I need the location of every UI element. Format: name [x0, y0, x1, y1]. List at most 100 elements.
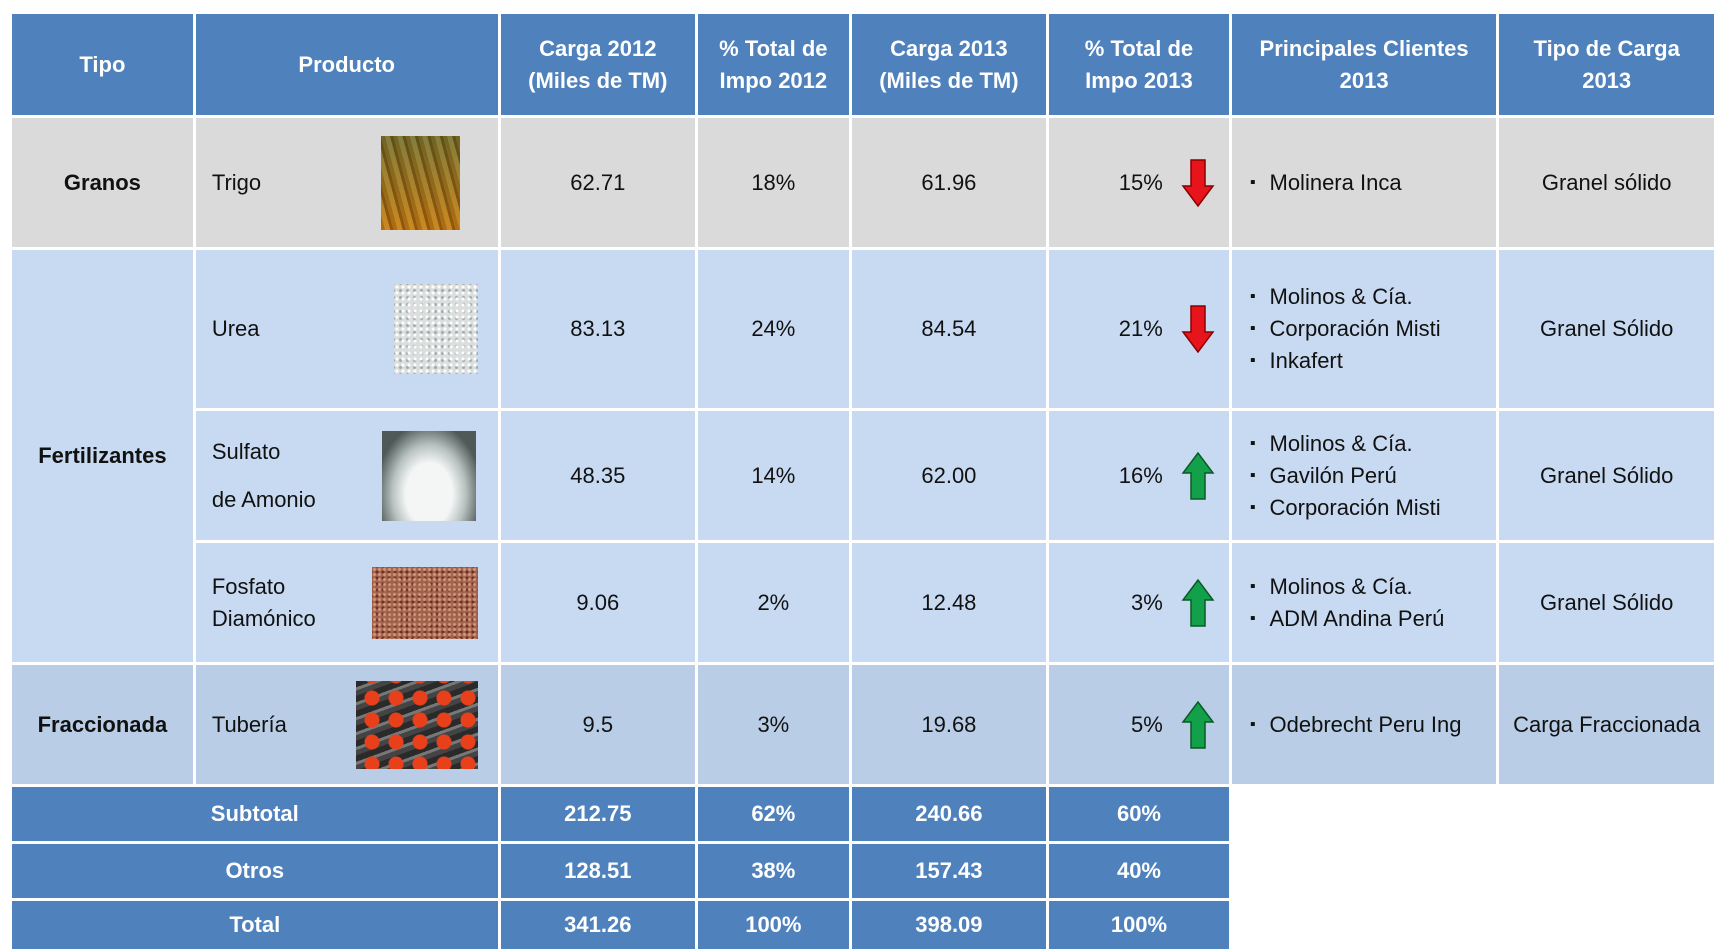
header-text: Principales Clientes	[1240, 33, 1489, 65]
total-pct-2013: 60%	[1048, 786, 1231, 843]
header-text: Carga 2012	[509, 33, 687, 65]
header: Carga 2012(Miles de TM)	[499, 13, 696, 117]
import-table: Tipo Producto Carga 2012(Miles de TM) % …	[9, 11, 1717, 952]
row: Fertilizantes Urea 83.13 24% 84.54 21% M…	[11, 249, 1716, 410]
carga-2013: 12.48	[850, 542, 1047, 664]
header: Tipo	[11, 13, 195, 117]
product: de Amonio	[212, 476, 316, 524]
carga-2012: 62.71	[499, 117, 696, 249]
product: Tubería	[212, 709, 287, 741]
carga-2013: 84.54	[850, 249, 1047, 410]
product-cell: Urea	[194, 249, 499, 410]
total-carga-2013: 240.66	[850, 786, 1047, 843]
header: Producto	[194, 13, 499, 117]
header-text: % Total de	[1057, 33, 1221, 65]
pct-2013: 21%	[1119, 316, 1163, 342]
total-carga-2012: 212.75	[499, 786, 696, 843]
carga-2012: 48.35	[499, 410, 696, 542]
clients: Molinos & Cía.Gavilón PerúCorporación Mi…	[1230, 410, 1498, 542]
total-label: Total	[11, 900, 500, 951]
page: Tipo Producto Carga 2012(Miles de TM) % …	[0, 0, 1717, 949]
client: Molinos & Cía.	[1250, 281, 1489, 313]
blank	[1230, 900, 1715, 951]
clients: Odebrecht Peru Ing	[1230, 664, 1498, 786]
product: Sulfato	[212, 428, 316, 476]
client: Corporación Misti	[1250, 492, 1489, 524]
header-row: Tipo Producto Carga 2012(Miles de TM) % …	[11, 13, 1716, 117]
product-image	[356, 681, 478, 769]
pct-2013-cell: 16%	[1048, 410, 1231, 542]
up-arrow	[1181, 451, 1215, 501]
total-row: Subtotal 212.75 62% 240.66 60%	[11, 786, 1716, 843]
header-text: (Miles de TM)	[509, 65, 687, 97]
client: Molinos & Cía.	[1250, 571, 1489, 603]
total-label: Subtotal	[11, 786, 500, 843]
client: ADM Andina Perú	[1250, 603, 1489, 635]
clients: Molinos & Cía.ADM Andina Perú	[1230, 542, 1498, 664]
pct-2013: 5%	[1131, 712, 1163, 738]
tipo-carga: Granel Sólido	[1498, 410, 1716, 542]
product-cell: Tubería	[194, 664, 499, 786]
carga-2013: 61.96	[850, 117, 1047, 249]
up-arrow	[1181, 578, 1215, 628]
product-cell: Trigo	[194, 117, 499, 249]
header-text: Tipo de Carga	[1507, 33, 1706, 65]
carga-2012: 9.5	[499, 664, 696, 786]
tipo-carga: Granel Sólido	[1498, 542, 1716, 664]
total-pct-2012: 100%	[697, 900, 851, 951]
client: Odebrecht Peru Ing	[1250, 709, 1489, 741]
product-image	[381, 136, 460, 230]
row: Granos Trigo 62.71 18% 61.96 15% Moliner…	[11, 117, 1716, 249]
pct-2013: 15%	[1119, 170, 1163, 196]
tipo-carga: Granel Sólido	[1498, 249, 1716, 410]
pct-2012: 24%	[697, 249, 851, 410]
header-text: Impo 2012	[706, 65, 841, 97]
total-pct-2013: 40%	[1048, 843, 1231, 900]
total-pct-2012: 38%	[697, 843, 851, 900]
total-carga-2012: 341.26	[499, 900, 696, 951]
pct-2013-cell: 3%	[1048, 542, 1231, 664]
total-row: Otros 128.51 38% 157.43 40%	[11, 843, 1716, 900]
blank	[1230, 786, 1715, 843]
pct-2012: 2%	[697, 542, 851, 664]
product-image	[372, 567, 478, 639]
total-carga-2012: 128.51	[499, 843, 696, 900]
pct-2012: 3%	[697, 664, 851, 786]
product-image	[394, 284, 478, 374]
blank	[1230, 843, 1715, 900]
client: Corporación Misti	[1250, 313, 1489, 345]
down-arrow	[1181, 158, 1215, 208]
pct-2012: 14%	[697, 410, 851, 542]
total-carga-2013: 157.43	[850, 843, 1047, 900]
pct-2012: 18%	[697, 117, 851, 249]
pct-2013: 16%	[1119, 463, 1163, 489]
pct-2013-cell: 21%	[1048, 249, 1231, 410]
clients: Molinera Inca	[1230, 117, 1498, 249]
header-text: 2013	[1507, 65, 1706, 97]
client: Gavilón Perú	[1250, 460, 1489, 492]
tipo: Granos	[11, 117, 195, 249]
client: Inkafert	[1250, 345, 1489, 377]
header-text: Impo 2013	[1057, 65, 1221, 97]
product: Urea	[212, 313, 260, 345]
total-label: Otros	[11, 843, 500, 900]
total-pct-2013: 100%	[1048, 900, 1231, 951]
carga-2013: 62.00	[850, 410, 1047, 542]
carga-2012: 83.13	[499, 249, 696, 410]
total-pct-2012: 62%	[697, 786, 851, 843]
header-text: Producto	[204, 49, 490, 81]
header-text: 2013	[1240, 65, 1489, 97]
client: Molinera Inca	[1250, 167, 1489, 199]
pct-2013: 3%	[1131, 590, 1163, 616]
product-image	[382, 431, 476, 521]
total-row: Total 341.26 100% 398.09 100%	[11, 900, 1716, 951]
tipo-carga: Carga Fraccionada	[1498, 664, 1716, 786]
